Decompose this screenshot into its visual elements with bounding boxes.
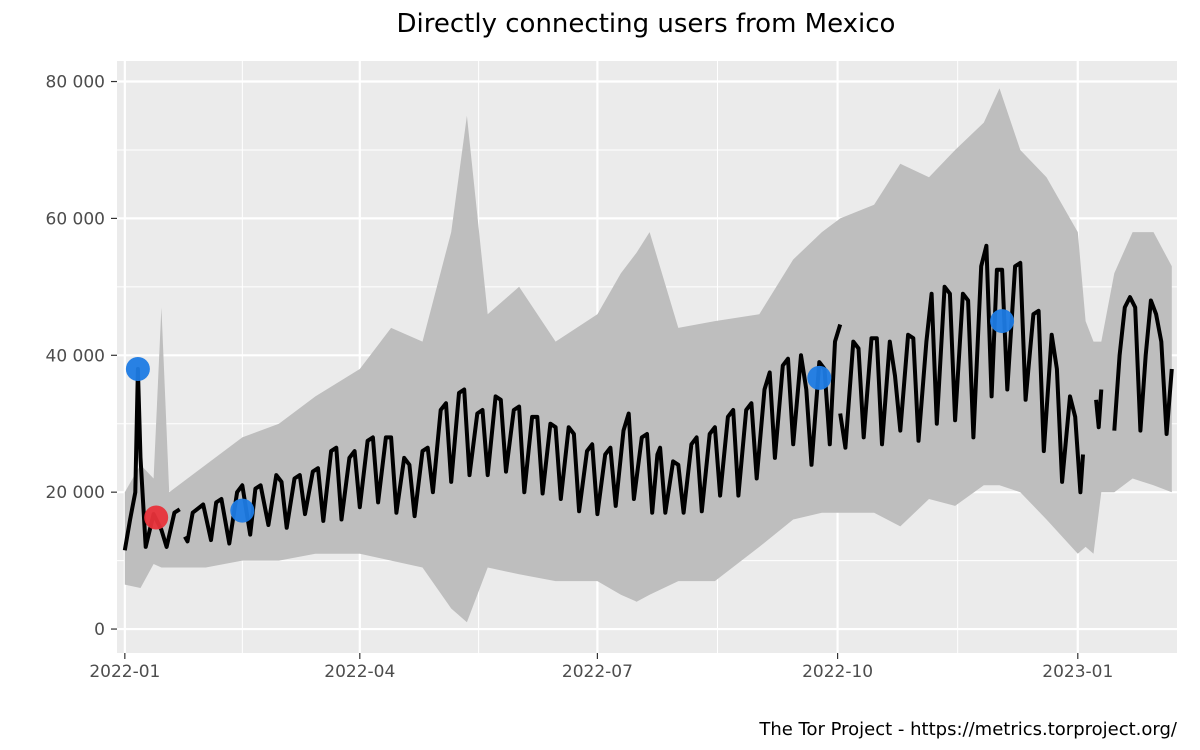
series-line-segment	[122, 367, 181, 551]
y-tick-label: 60 000	[46, 209, 105, 229]
y-tick-label: 20 000	[46, 483, 105, 503]
event-marker-blue	[125, 356, 150, 381]
chart-title: Directly connecting users from Mexico	[397, 9, 896, 39]
y-tick-label: 0	[94, 620, 105, 640]
x-tick-label: 2022-04	[324, 662, 395, 682]
event-markers	[125, 309, 1015, 530]
x-tick-label: 2022-07	[562, 662, 633, 682]
y-tick-label: 80 000	[46, 73, 105, 93]
series-line-segment	[838, 243, 1085, 495]
series-line-segment	[1094, 389, 1104, 430]
event-marker-red	[144, 505, 169, 530]
x-tick-label: 2022-01	[89, 662, 160, 682]
x-tick-label: 2022-10	[802, 662, 873, 682]
event-marker-blue	[807, 365, 832, 390]
x-axis: 2022-01 2022-04 2022-07 2022-10 2023-01	[89, 653, 1113, 682]
y-tick-label: 40 000	[46, 346, 105, 366]
y-axis: 0 20 000 40 000 60 000 80 000	[46, 73, 117, 640]
chart-caption: The Tor Project - https://metrics.torpro…	[758, 719, 1178, 740]
event-marker-blue	[230, 498, 255, 523]
x-tick-label: 2023-01	[1042, 662, 1113, 682]
estimated-range-band	[124, 88, 1172, 623]
series-line-segment	[183, 323, 843, 546]
event-marker-blue	[990, 309, 1015, 334]
series-line-segment	[1112, 295, 1174, 436]
series-line-group	[122, 243, 1174, 551]
